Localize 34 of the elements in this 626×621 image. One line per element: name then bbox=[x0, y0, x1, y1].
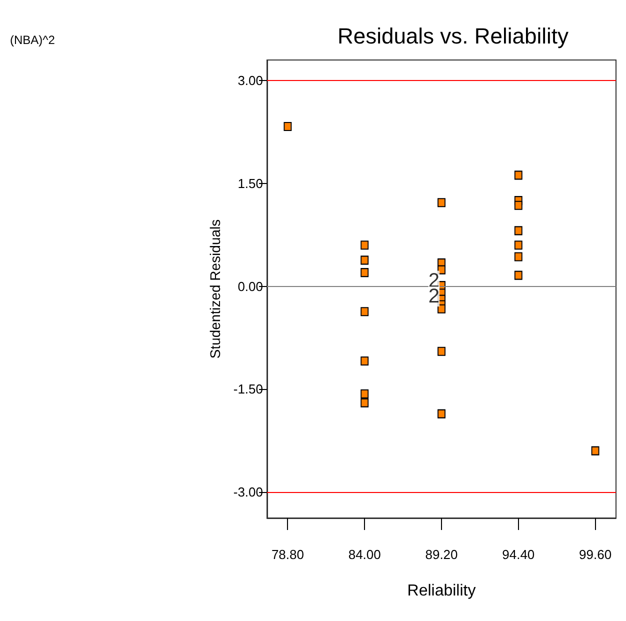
chart-title: Residuals vs. Reliability bbox=[337, 24, 569, 48]
point bbox=[514, 270, 522, 280]
y-tick-label: 1.50 bbox=[238, 176, 263, 191]
point bbox=[438, 304, 446, 314]
point bbox=[514, 200, 522, 210]
point bbox=[438, 409, 446, 418]
point bbox=[514, 226, 522, 236]
x-tick-label: 84.00 bbox=[348, 547, 381, 562]
point bbox=[360, 268, 369, 278]
y-tick-label: 3.00 bbox=[238, 73, 263, 88]
point bbox=[591, 446, 600, 456]
point bbox=[514, 240, 522, 250]
text: (NBA)^2 bbox=[10, 33, 56, 47]
x-tick-label: 94.40 bbox=[502, 547, 535, 562]
point bbox=[360, 307, 369, 316]
point bbox=[284, 122, 292, 132]
point bbox=[360, 398, 369, 408]
point bbox=[438, 265, 446, 274]
point bbox=[438, 346, 446, 356]
point bbox=[360, 256, 369, 265]
y-tick-label: -1.50 bbox=[233, 382, 263, 397]
y-tick-label: 0.00 bbox=[238, 278, 263, 294]
x-tick-label: 78.80 bbox=[271, 547, 304, 562]
x-axis-title: Reliability bbox=[407, 582, 476, 600]
x-tick-label: 99.60 bbox=[579, 547, 612, 562]
point bbox=[514, 252, 522, 262]
x-tick-label: 89.20 bbox=[425, 547, 458, 562]
point bbox=[438, 198, 446, 208]
y-tick-label: -3.00 bbox=[233, 484, 263, 500]
point bbox=[360, 240, 369, 250]
point bbox=[360, 389, 369, 398]
point bbox=[514, 170, 522, 180]
y-axis-title: Studentized Residuals bbox=[207, 219, 223, 359]
point bbox=[360, 356, 369, 366]
